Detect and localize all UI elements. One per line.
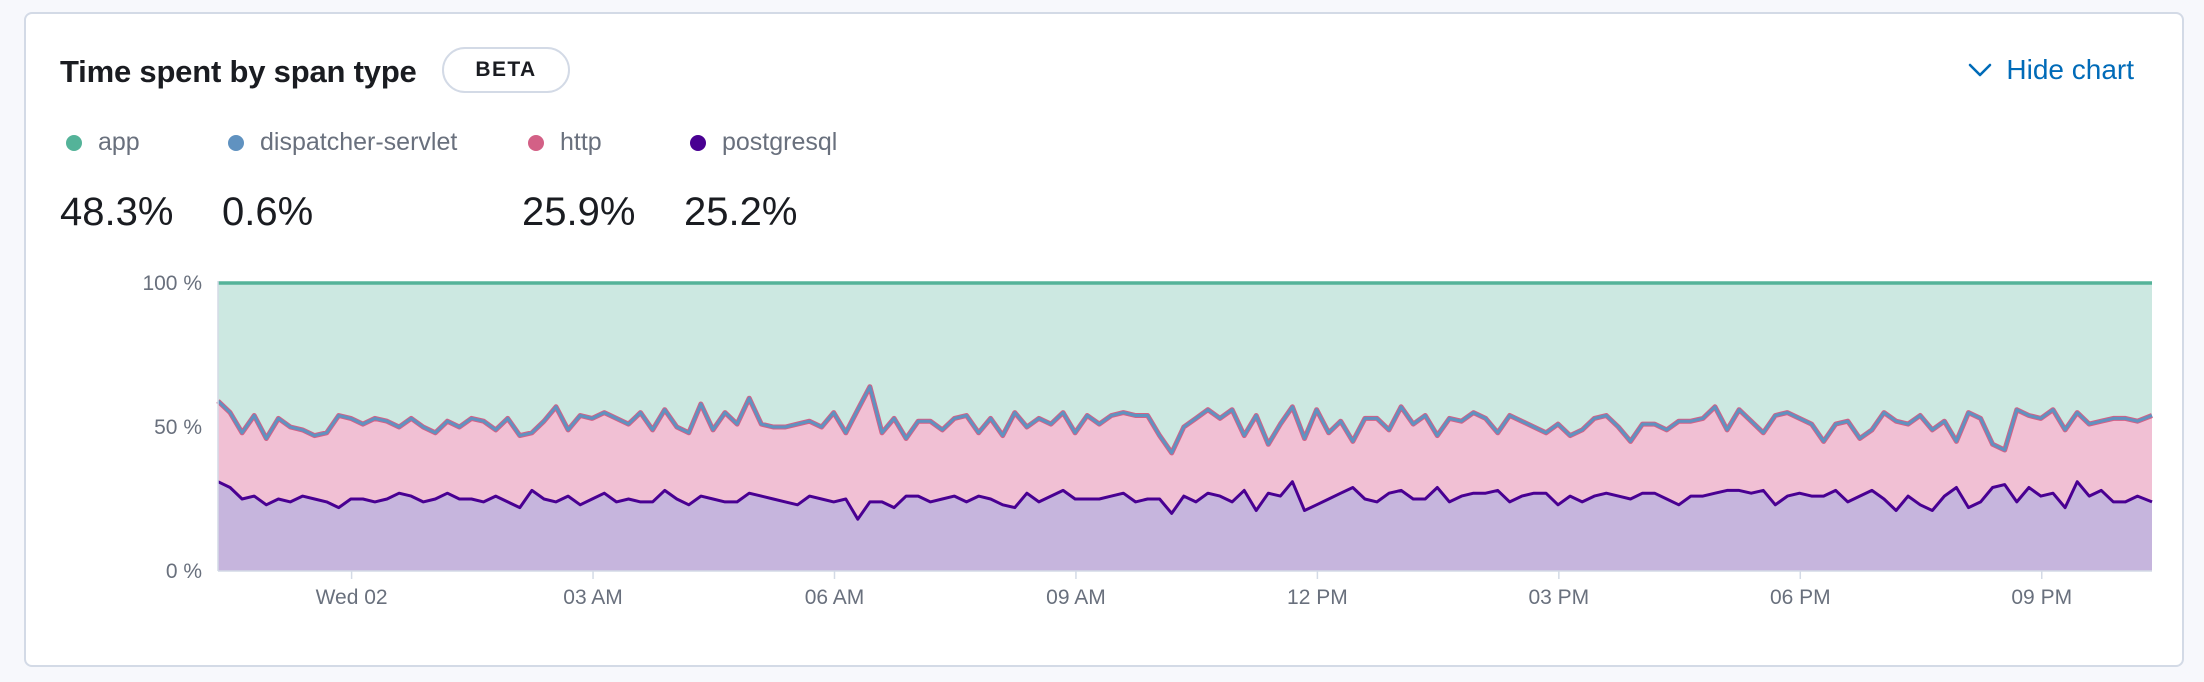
x-tick-label: 03 AM bbox=[563, 586, 623, 609]
series-area-http bbox=[218, 386, 2152, 520]
y-tick-label: 50 % bbox=[154, 416, 202, 439]
legend-label: dispatcher-servlet bbox=[260, 128, 458, 156]
legend-label: http bbox=[560, 128, 602, 156]
y-tick-label: 100 % bbox=[142, 272, 202, 295]
percent-app: 48.3% bbox=[60, 190, 174, 234]
legend-item-postgresql[interactable]: postgresql bbox=[690, 128, 837, 157]
hide-chart-label: Hide chart bbox=[2006, 54, 2134, 85]
beta-badge: BETA bbox=[442, 47, 570, 93]
panel-title: Time spent by span type bbox=[60, 54, 417, 89]
y-tick-label: 0 % bbox=[166, 560, 202, 583]
series-area-app bbox=[218, 283, 2152, 453]
percent-http: 25.9% bbox=[522, 190, 636, 234]
x-tick-label: 12 PM bbox=[1287, 586, 1348, 609]
x-tick-label: 03 PM bbox=[1528, 586, 1589, 609]
x-tick-label: 09 AM bbox=[1046, 586, 1106, 609]
legend-item-http[interactable]: http bbox=[528, 128, 602, 157]
chevron-down-icon bbox=[1968, 62, 1992, 78]
legend-label: app bbox=[98, 128, 140, 156]
x-tick-label: 06 PM bbox=[1770, 586, 1831, 609]
x-tick-label: Wed 02 bbox=[316, 586, 388, 609]
x-tick-label: 09 PM bbox=[2011, 586, 2072, 609]
series-area-postgresql bbox=[218, 481, 2152, 571]
legend-dot bbox=[690, 134, 706, 151]
legend-item-dispatcher-servlet[interactable]: dispatcher-servlet bbox=[228, 128, 457, 157]
percent-postgresql: 25.2% bbox=[684, 190, 798, 234]
hide-chart-button[interactable]: Hide chart bbox=[1968, 50, 2134, 90]
x-tick-label: 06 AM bbox=[805, 586, 865, 609]
legend-label: postgresql bbox=[722, 128, 838, 156]
legend-dot bbox=[66, 134, 82, 151]
legend-dot bbox=[228, 134, 244, 151]
series-line-postgresql bbox=[217, 480, 2153, 521]
series-line-dispatcher-servlet bbox=[216, 385, 2153, 455]
legend-dot bbox=[528, 134, 544, 151]
legend-item-app[interactable]: app bbox=[66, 128, 140, 157]
percent-dispatcher-servlet: 0.6% bbox=[222, 190, 314, 234]
